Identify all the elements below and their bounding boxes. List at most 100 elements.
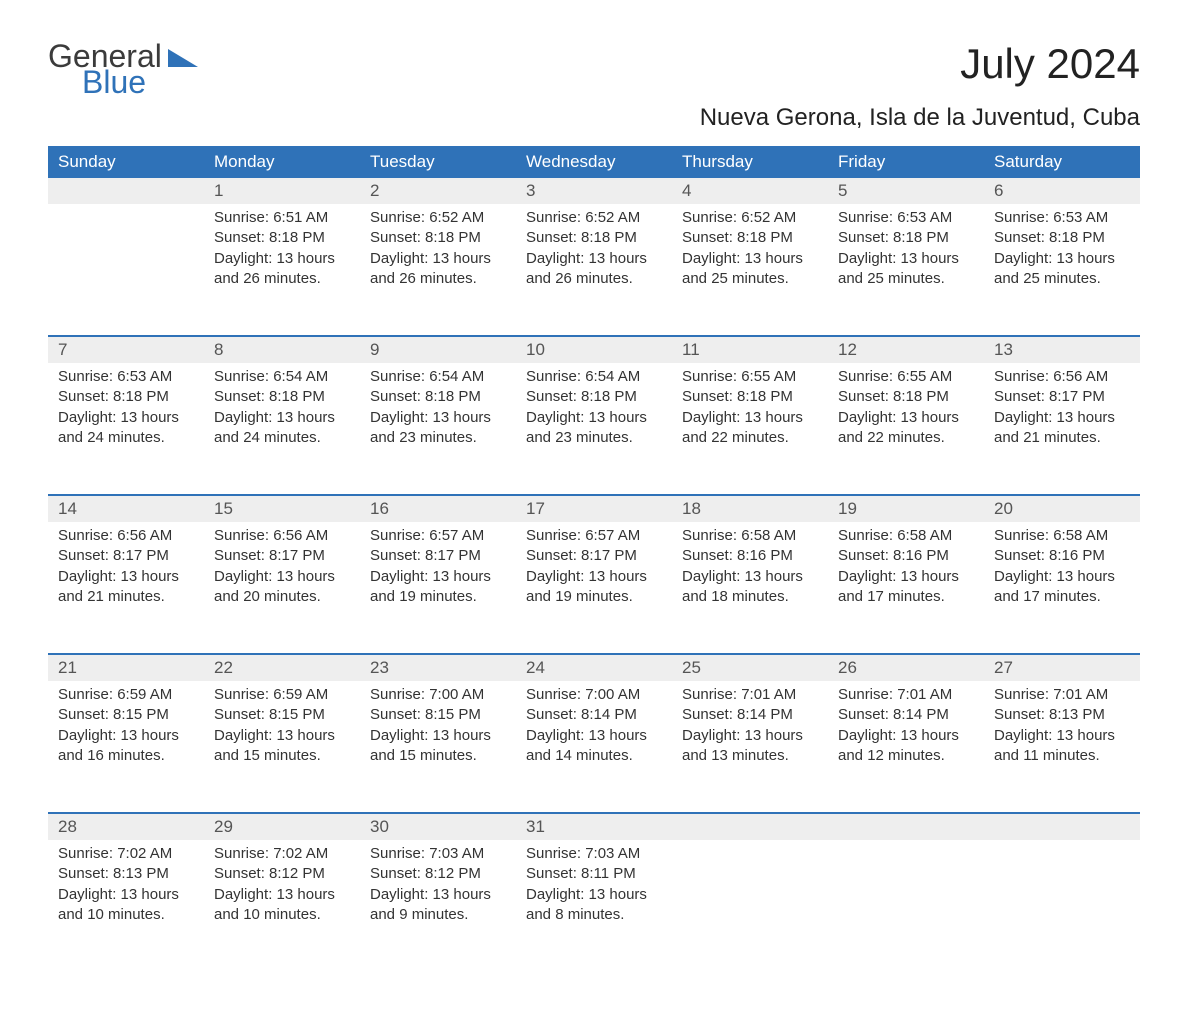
sunset-text: Sunset: 8:17 PM xyxy=(58,546,194,566)
sunset-text: Sunset: 8:15 PM xyxy=(370,705,506,725)
daylight-text: and 26 minutes. xyxy=(370,269,506,289)
day-number-cell: 9 xyxy=(360,336,516,363)
sunset-text: Sunset: 8:13 PM xyxy=(994,705,1130,725)
day-number-cell: 3 xyxy=(516,178,672,204)
day-content-row: Sunrise: 6:51 AMSunset: 8:18 PMDaylight:… xyxy=(48,204,1140,336)
day-number-row: 123456 xyxy=(48,178,1140,204)
daylight-text: and 19 minutes. xyxy=(370,587,506,607)
sunrise-text: Sunrise: 6:56 AM xyxy=(994,367,1130,387)
location-subtitle: Nueva Gerona, Isla de la Juventud, Cuba xyxy=(48,104,1140,132)
sunrise-text: Sunrise: 6:52 AM xyxy=(526,208,662,228)
day-content-cell: Sunrise: 6:58 AMSunset: 8:16 PMDaylight:… xyxy=(672,522,828,654)
daylight-text: Daylight: 13 hours xyxy=(214,408,350,428)
sunrise-text: Sunrise: 6:52 AM xyxy=(370,208,506,228)
page-title: July 2024 xyxy=(960,40,1140,88)
day-content-cell: Sunrise: 7:00 AMSunset: 8:15 PMDaylight:… xyxy=(360,681,516,813)
sunrise-text: Sunrise: 7:02 AM xyxy=(214,844,350,864)
day-content-cell: Sunrise: 6:58 AMSunset: 8:16 PMDaylight:… xyxy=(828,522,984,654)
sunrise-text: Sunrise: 6:56 AM xyxy=(58,526,194,546)
sunrise-text: Sunrise: 7:02 AM xyxy=(58,844,194,864)
daylight-text: Daylight: 13 hours xyxy=(370,408,506,428)
sunrise-text: Sunrise: 6:58 AM xyxy=(682,526,818,546)
day-number-cell xyxy=(48,178,204,204)
day-number-cell: 10 xyxy=(516,336,672,363)
sunset-text: Sunset: 8:18 PM xyxy=(214,387,350,407)
daylight-text: Daylight: 13 hours xyxy=(526,249,662,269)
day-content-cell: Sunrise: 6:56 AMSunset: 8:17 PMDaylight:… xyxy=(48,522,204,654)
day-number-cell: 28 xyxy=(48,813,204,840)
sunrise-text: Sunrise: 6:59 AM xyxy=(214,685,350,705)
daylight-text: and 13 minutes. xyxy=(682,746,818,766)
day-number-cell: 19 xyxy=(828,495,984,522)
sunrise-text: Sunrise: 6:57 AM xyxy=(370,526,506,546)
sunrise-text: Sunrise: 6:56 AM xyxy=(214,526,350,546)
day-number-cell: 27 xyxy=(984,654,1140,681)
day-content-cell: Sunrise: 6:57 AMSunset: 8:17 PMDaylight:… xyxy=(516,522,672,654)
day-number-row: 21222324252627 xyxy=(48,654,1140,681)
day-number-cell: 25 xyxy=(672,654,828,681)
daylight-text: and 22 minutes. xyxy=(838,428,974,448)
day-content-cell: Sunrise: 6:53 AMSunset: 8:18 PMDaylight:… xyxy=(984,204,1140,336)
day-content-cell: Sunrise: 6:54 AMSunset: 8:18 PMDaylight:… xyxy=(360,363,516,495)
sunset-text: Sunset: 8:17 PM xyxy=(994,387,1130,407)
sunset-text: Sunset: 8:13 PM xyxy=(58,864,194,884)
daylight-text: Daylight: 13 hours xyxy=(526,567,662,587)
daylight-text: and 9 minutes. xyxy=(370,905,506,925)
sunset-text: Sunset: 8:16 PM xyxy=(994,546,1130,566)
day-number-cell: 23 xyxy=(360,654,516,681)
day-content-cell: Sunrise: 7:03 AMSunset: 8:11 PMDaylight:… xyxy=(516,840,672,972)
daylight-text: Daylight: 13 hours xyxy=(682,408,818,428)
weekday-header: Thursday xyxy=(672,146,828,178)
sunset-text: Sunset: 8:18 PM xyxy=(682,228,818,248)
sunrise-text: Sunrise: 7:03 AM xyxy=(370,844,506,864)
day-content-cell: Sunrise: 7:01 AMSunset: 8:14 PMDaylight:… xyxy=(672,681,828,813)
sunset-text: Sunset: 8:18 PM xyxy=(838,387,974,407)
day-content-cell xyxy=(984,840,1140,972)
day-number-cell: 20 xyxy=(984,495,1140,522)
sunset-text: Sunset: 8:18 PM xyxy=(58,387,194,407)
daylight-text: and 15 minutes. xyxy=(214,746,350,766)
sunset-text: Sunset: 8:17 PM xyxy=(370,546,506,566)
daylight-text: and 25 minutes. xyxy=(838,269,974,289)
day-content-cell: Sunrise: 7:01 AMSunset: 8:14 PMDaylight:… xyxy=(828,681,984,813)
daylight-text: and 26 minutes. xyxy=(526,269,662,289)
daylight-text: and 20 minutes. xyxy=(214,587,350,607)
daylight-text: and 21 minutes. xyxy=(58,587,194,607)
day-content-cell: Sunrise: 6:54 AMSunset: 8:18 PMDaylight:… xyxy=(204,363,360,495)
daylight-text: Daylight: 13 hours xyxy=(994,249,1130,269)
weekday-header: Friday xyxy=(828,146,984,178)
day-number-cell: 8 xyxy=(204,336,360,363)
daylight-text: Daylight: 13 hours xyxy=(682,567,818,587)
day-number-cell: 2 xyxy=(360,178,516,204)
daylight-text: and 23 minutes. xyxy=(370,428,506,448)
daylight-text: Daylight: 13 hours xyxy=(838,249,974,269)
logo-word2: Blue xyxy=(82,66,198,98)
daylight-text: and 10 minutes. xyxy=(214,905,350,925)
sunset-text: Sunset: 8:18 PM xyxy=(370,228,506,248)
daylight-text: and 26 minutes. xyxy=(214,269,350,289)
day-number-cell: 16 xyxy=(360,495,516,522)
day-number-cell: 11 xyxy=(672,336,828,363)
sunrise-text: Sunrise: 6:52 AM xyxy=(682,208,818,228)
day-number-cell: 4 xyxy=(672,178,828,204)
daylight-text: Daylight: 13 hours xyxy=(370,726,506,746)
sunset-text: Sunset: 8:15 PM xyxy=(214,705,350,725)
sunset-text: Sunset: 8:12 PM xyxy=(214,864,350,884)
sunrise-text: Sunrise: 6:53 AM xyxy=(838,208,974,228)
daylight-text: and 23 minutes. xyxy=(526,428,662,448)
sunset-text: Sunset: 8:12 PM xyxy=(370,864,506,884)
day-content-cell: Sunrise: 6:52 AMSunset: 8:18 PMDaylight:… xyxy=(516,204,672,336)
day-content-row: Sunrise: 6:56 AMSunset: 8:17 PMDaylight:… xyxy=(48,522,1140,654)
sunset-text: Sunset: 8:16 PM xyxy=(682,546,818,566)
day-content-cell: Sunrise: 6:55 AMSunset: 8:18 PMDaylight:… xyxy=(828,363,984,495)
day-content-cell: Sunrise: 6:59 AMSunset: 8:15 PMDaylight:… xyxy=(48,681,204,813)
day-content-cell: Sunrise: 7:03 AMSunset: 8:12 PMDaylight:… xyxy=(360,840,516,972)
day-number-cell: 14 xyxy=(48,495,204,522)
sunrise-text: Sunrise: 6:59 AM xyxy=(58,685,194,705)
sunset-text: Sunset: 8:14 PM xyxy=(838,705,974,725)
daylight-text: and 11 minutes. xyxy=(994,746,1130,766)
weekday-header: Saturday xyxy=(984,146,1140,178)
sunrise-text: Sunrise: 6:54 AM xyxy=(526,367,662,387)
logo: General Blue xyxy=(48,40,198,98)
sunset-text: Sunset: 8:18 PM xyxy=(526,387,662,407)
